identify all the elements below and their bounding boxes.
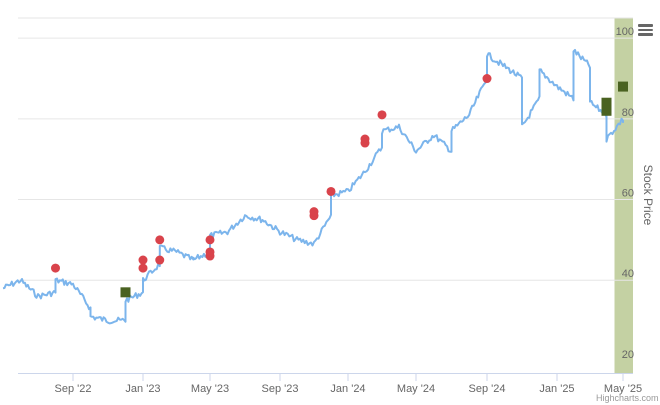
circle-marker	[482, 74, 492, 84]
x-tick-label: Sep '22	[55, 383, 92, 395]
price-line	[2, 48, 624, 325]
circle-marker	[138, 263, 148, 273]
circle-marker	[377, 110, 387, 120]
circle-marker	[205, 247, 215, 257]
x-tick-label: Jan '25	[539, 383, 574, 395]
circle-marker	[326, 186, 336, 196]
y-tick-label: 40	[622, 268, 634, 280]
square-marker	[601, 97, 612, 108]
x-tick-label: May '24	[397, 383, 435, 395]
x-tick-label: Sep '23	[262, 383, 299, 395]
y-tick-label: 20	[622, 349, 634, 361]
circle-marker	[51, 263, 60, 273]
y-axis-title: Stock Price	[641, 164, 655, 226]
x-tick-label: Jan '24	[330, 383, 365, 395]
x-tick-label: May '25	[604, 383, 642, 395]
menu-icon[interactable]	[636, 20, 656, 40]
circle-marker	[155, 235, 165, 245]
circle-marker	[155, 255, 165, 265]
y-tick-label: 100	[616, 26, 634, 38]
y-tick-label: 60	[622, 188, 634, 200]
highlight-band	[614, 18, 633, 373]
square-marker	[618, 81, 628, 92]
y-tick-label: 80	[622, 107, 634, 119]
square-marker	[601, 105, 612, 116]
x-tick-label: Jan '23	[125, 383, 160, 395]
circle-marker	[309, 207, 319, 217]
credits[interactable]: Highcharts.com	[596, 393, 659, 403]
circle-marker	[360, 138, 370, 148]
square-marker	[120, 287, 131, 298]
circle-marker	[138, 255, 148, 265]
x-tick-label: May '23	[191, 383, 229, 395]
x-tick-label: Sep '24	[469, 383, 506, 395]
circle-marker	[205, 235, 215, 245]
